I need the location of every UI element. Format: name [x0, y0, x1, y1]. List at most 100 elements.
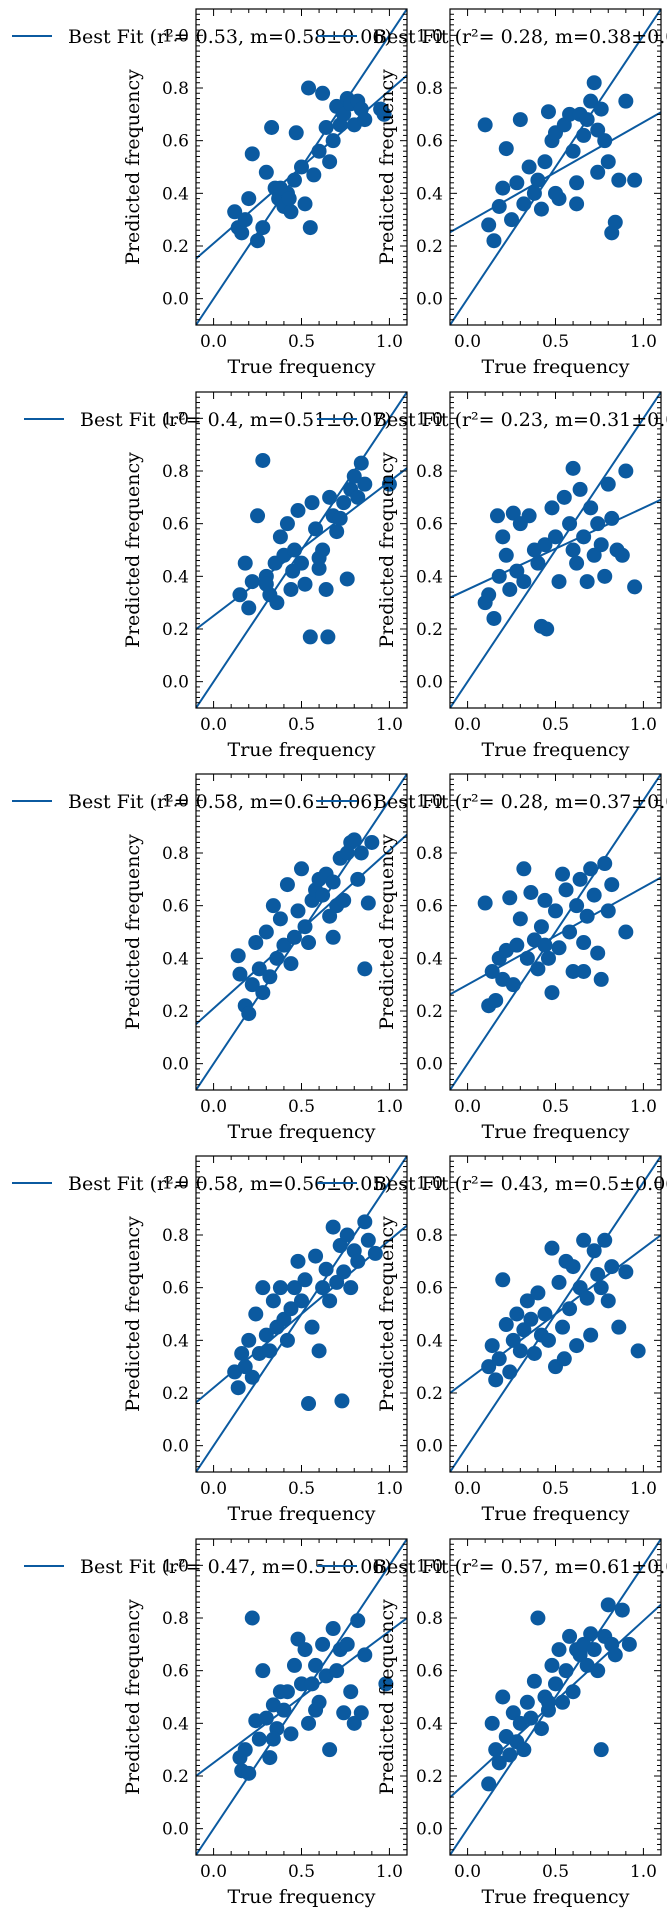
y-tick-label: 0.4 [162, 184, 189, 204]
data-point [364, 834, 380, 850]
data-point [481, 1359, 497, 1375]
x-tick-label: 0.0 [200, 1097, 227, 1117]
data-point [565, 542, 581, 558]
data-point [290, 503, 306, 518]
data-point [537, 892, 553, 908]
data-point [556, 489, 572, 505]
data-point [593, 101, 609, 117]
data-point [491, 568, 507, 584]
x-axis-label: True frequency [482, 739, 630, 761]
data-point [516, 574, 532, 590]
data-point [294, 159, 309, 175]
x-axis-label: True frequency [482, 1121, 630, 1143]
x-tick-label: 1.0 [630, 1862, 657, 1882]
y-tick-label: 0.6 [162, 897, 189, 917]
x-tick-label: 0.5 [288, 1862, 315, 1882]
data-point [593, 1280, 609, 1296]
data-point [519, 950, 535, 966]
data-point [241, 1006, 257, 1022]
data-point [350, 1613, 366, 1629]
identity-line [450, 392, 661, 708]
data-point [336, 106, 352, 122]
data-point [579, 112, 595, 128]
y-axis-label: Predicted frequency [122, 69, 144, 265]
data-point [505, 1705, 521, 1721]
data-point [304, 495, 320, 511]
data-point [255, 1280, 271, 1296]
data-point [276, 1702, 292, 1718]
data-point [540, 1694, 556, 1710]
data-point [586, 547, 602, 563]
data-point [346, 468, 362, 484]
data-point [272, 1280, 288, 1296]
data-point [286, 172, 302, 188]
legend-label: Best Fit (r²= 0.4, m=0.51±0.07) [80, 409, 392, 431]
data-point [360, 895, 376, 911]
data-point [540, 1332, 556, 1348]
y-tick-label: 0.6 [416, 897, 443, 917]
data-point [565, 143, 581, 159]
data-point [562, 1628, 578, 1644]
data-point [498, 1317, 514, 1333]
y-tick-label: 0.4 [416, 567, 443, 587]
y-tick-label: 0.6 [162, 132, 189, 152]
y-tick-label: 0.0 [162, 1437, 189, 1457]
data-point [230, 948, 246, 964]
data-point [381, 476, 397, 492]
data-point [576, 127, 592, 143]
data-point [290, 1253, 306, 1269]
legend-label: Best Fit (r²= 0.23, m=0.31±0.06) [373, 409, 667, 431]
data-point [551, 940, 567, 956]
plot-area [450, 774, 661, 1090]
data-point [509, 937, 525, 953]
identity-line [450, 774, 661, 1090]
y-axis-label: Predicted frequency [122, 1599, 144, 1795]
data-point [502, 1747, 518, 1763]
x-tick-label: 0.5 [542, 332, 569, 352]
data-point [600, 1597, 616, 1613]
data-point [583, 93, 599, 109]
data-point [265, 1293, 281, 1309]
data-point [357, 112, 373, 128]
data-point [555, 1319, 571, 1335]
y-axis-label: Predicted frequency [376, 834, 398, 1030]
y-axis-label: Predicted frequency [122, 834, 144, 1030]
data-point [315, 1636, 331, 1652]
data-point [301, 1396, 317, 1412]
data-point [248, 1306, 264, 1322]
legend-label: Best Fit (r²= 0.57, m=0.61±0.06) [373, 1556, 667, 1578]
data-point [569, 555, 585, 571]
data-point [255, 1663, 271, 1679]
legend-label: Best Fit (r²= 0.28, m=0.37±0.07) [373, 791, 667, 813]
data-point [486, 610, 502, 626]
data-point [234, 225, 250, 241]
plot-area [450, 392, 661, 708]
data-point [526, 185, 542, 201]
x-axis-label: True frequency [228, 356, 376, 378]
y-tick-label: 0.8 [416, 79, 443, 99]
data-point [250, 508, 266, 524]
y-tick-label: 0.2 [162, 1384, 189, 1404]
data-point [308, 1248, 324, 1264]
data-point [315, 887, 331, 903]
legend-1: Best Fit (r²= 0.53, m=0.58±0.06) [12, 26, 392, 48]
legend-2: Best Fit (r²= 0.28, m=0.38±0.07) [317, 26, 667, 48]
data-point [286, 542, 302, 558]
data-point [283, 582, 299, 597]
y-tick-label: 0.0 [162, 673, 189, 693]
y-axis-label: Predicted frequency [122, 1216, 144, 1412]
data-point [505, 977, 521, 993]
data-point [311, 560, 327, 576]
data-point [302, 629, 318, 645]
data-point [290, 903, 306, 919]
data-point [334, 1393, 350, 1409]
y-tick-label: 0.6 [162, 1662, 189, 1682]
y-tick-label: 0.0 [162, 1055, 189, 1075]
x-tick-label: 1.0 [630, 1479, 657, 1499]
data-point [556, 1351, 572, 1367]
data-point [322, 908, 338, 924]
data-point [569, 175, 585, 191]
x-tick-label: 1.0 [376, 715, 403, 735]
best-fit-line [450, 111, 661, 234]
